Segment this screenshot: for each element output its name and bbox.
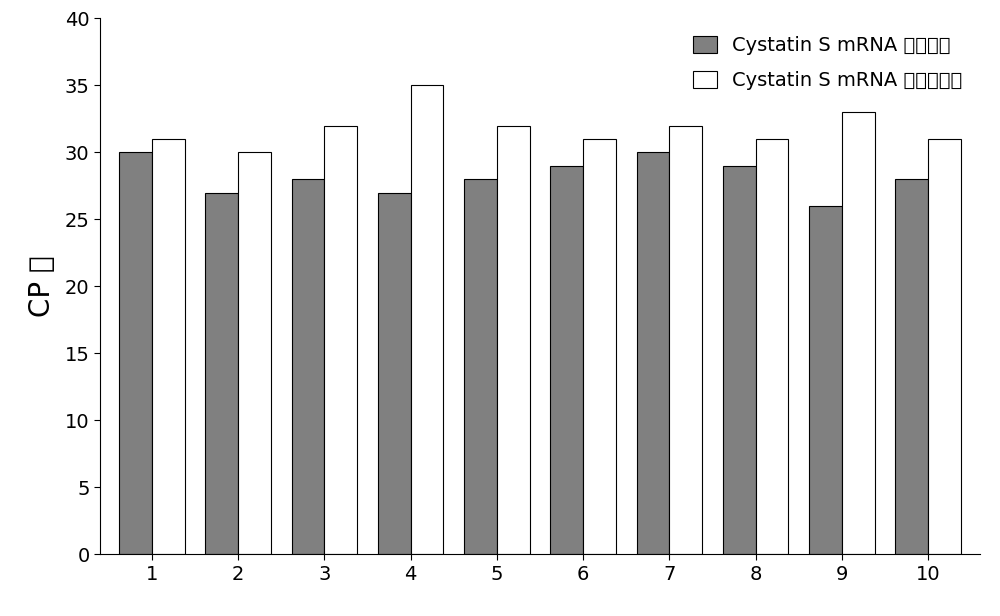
Y-axis label: CP 値: CP 値 bbox=[28, 256, 56, 317]
Bar bbox=[152, 139, 185, 554]
Bar bbox=[809, 206, 842, 554]
Bar bbox=[895, 179, 928, 554]
Bar bbox=[378, 193, 411, 554]
Bar bbox=[464, 179, 497, 554]
Bar bbox=[842, 112, 875, 554]
Bar bbox=[756, 139, 788, 554]
Bar bbox=[723, 166, 756, 554]
Bar bbox=[119, 153, 152, 554]
Bar bbox=[411, 86, 443, 554]
Bar bbox=[550, 166, 583, 554]
Bar bbox=[928, 139, 961, 554]
Bar bbox=[292, 179, 324, 554]
Bar bbox=[497, 126, 530, 554]
Bar bbox=[205, 193, 238, 554]
Bar bbox=[238, 153, 271, 554]
Bar bbox=[324, 126, 357, 554]
Bar bbox=[583, 139, 616, 554]
Bar bbox=[669, 126, 702, 554]
Legend: Cystatin S mRNA 特异探针, Cystatin S mRNA 非特异探针: Cystatin S mRNA 特异探针, Cystatin S mRNA 非特… bbox=[686, 28, 970, 98]
Bar bbox=[637, 153, 669, 554]
